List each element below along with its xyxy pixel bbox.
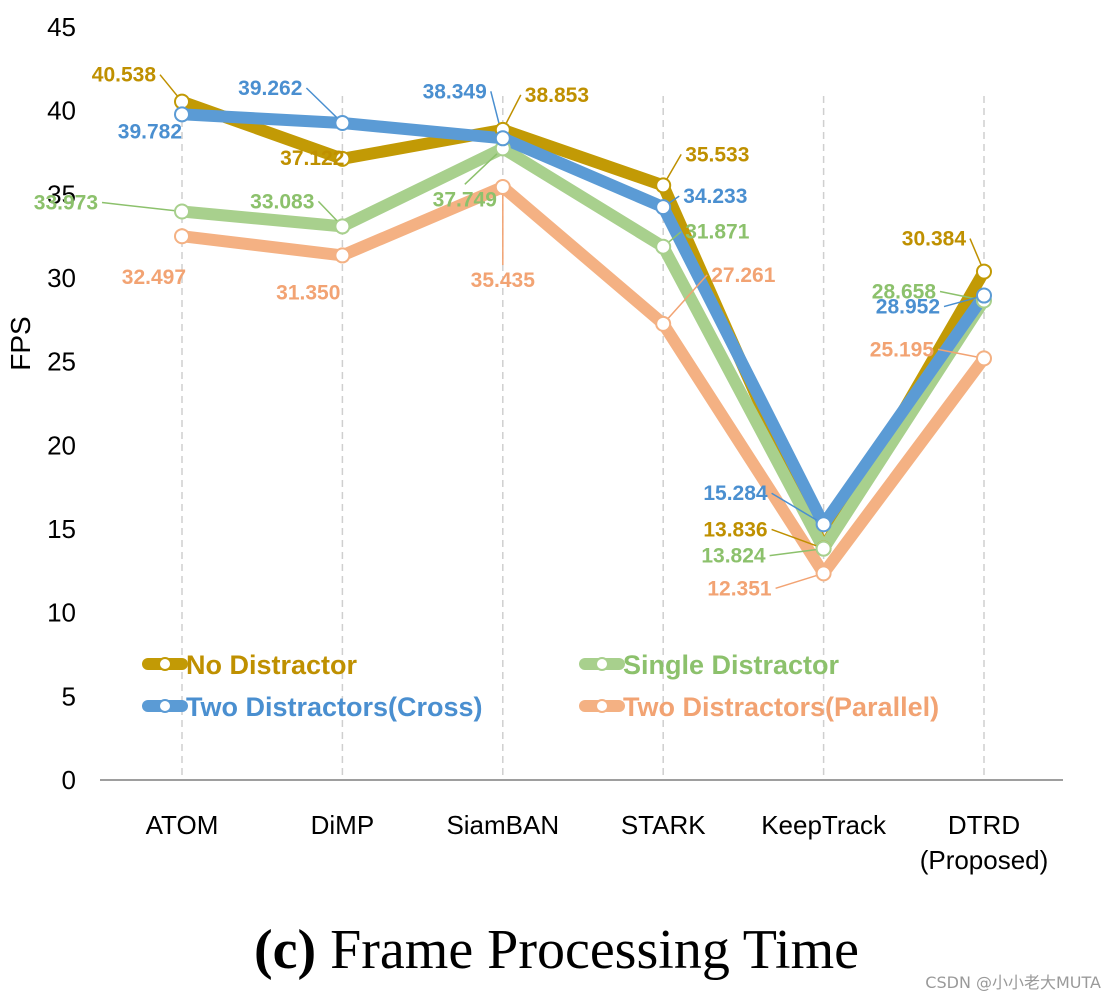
data-label-single-distractor: 31.871 [685,221,750,244]
leader-line-two-distractors-parallel [662,274,708,325]
legend-label-no-distractor: No Distractor [186,650,358,680]
data-label-two-distractors-parallel: 25.195 [870,338,935,361]
series-line-two-distractors-parallel [176,181,990,580]
leader-line-two-distractors-cross [305,87,343,124]
y-axis-label: FPS [5,316,36,370]
series-line-two-distractors-cross [176,108,990,531]
marker-two-distractors-parallel [815,565,832,582]
marker-single-distractor [815,540,832,557]
marker-single-distractor [655,238,672,255]
data-label-two-distractors-parallel: 12.351 [707,577,772,600]
series-markers [174,93,992,582]
axes: 0 5 10 15 20 25 30 35 40 45 FPS ATOM DiMP SiamBAN STAR… [5,12,1063,875]
y-tick-label: 35 [47,179,76,209]
legend-marker-single-distractor [595,657,609,671]
data-labels: 32.497 31.350 35.435 27.261 12.351 25.195 40.5… [34,64,967,601]
data-label-two-distractors-cross: 39.262 [238,77,302,100]
y-tick-label: 25 [47,347,76,377]
marker-no-distractor [334,150,351,167]
data-label-two-distractors-cross: 39.782 [118,120,182,143]
data-label-no-distractor: 37.122 [280,147,344,170]
marker-two-distractors-cross [815,516,832,533]
marker-two-distractors-parallel [334,247,351,264]
leader-line-no-distractor [771,528,824,550]
x-tick-label: DiMP [311,810,375,840]
data-label-two-distractors-cross: 28.952 [876,296,940,319]
x-tick-label: DTRD (Proposed) [920,810,1049,875]
marker-single-distractor [334,218,351,235]
data-label-single-distractor: 33.083 [250,190,314,213]
marker-two-distractors-cross [494,130,511,147]
data-label-single-distractor: 13.824 [701,545,766,568]
marker-two-distractors-cross [655,199,672,216]
data-label-single-distractor: 37.749 [433,188,497,211]
data-label-no-distractor: 38.853 [525,84,589,107]
data-label-two-distractors-cross: 34.233 [683,185,747,208]
legend-label-two-distractors-parallel: Two Distractors(Parallel) [623,692,939,722]
leader-line-two-distractors-parallel [775,572,824,590]
legend-marker-two-distractors-cross [158,699,172,713]
marker-two-distractors-parallel [174,228,190,245]
series-line-single-distractor [176,142,990,555]
data-label-no-distractor: 40.538 [92,64,157,87]
leader-line-single-distractor [464,147,504,185]
legend: No Distractor Single Distractor Two Distra… [142,650,939,722]
marker-no-distractor [655,177,672,194]
legend-marker-no-distractor [158,657,172,671]
watermark: CSDN @小小老大MUTA [925,973,1101,992]
y-tick-label: 5 [62,681,76,711]
fps-line-chart: 0 5 10 15 20 25 30 35 40 45 FPS ATOM DiMP SiamBAN STAR… [5,12,1063,875]
legend-label-single-distractor: Single Distractor [623,650,840,680]
leader-line-two-distractors-cross [771,492,824,525]
y-tick-label: 40 [47,96,76,126]
data-label-no-distractor: 13.836 [703,518,767,541]
y-tick-label: 0 [62,765,76,795]
x-tick-label: SiamBAN [446,810,559,840]
data-label-single-distractor: 33.973 [34,192,98,215]
leader-line-single-distractor [769,547,824,557]
x-tick-label: ATOM [146,810,219,840]
legend-marker-two-distractors-parallel [595,699,609,713]
marker-no-distractor [976,263,992,280]
y-tick-label: 45 [47,12,76,42]
marker-two-distractors-cross [976,287,992,304]
data-label-two-distractors-parallel: 35.435 [471,269,536,292]
y-tick-label: 15 [47,514,76,544]
marker-two-distractors-parallel [655,315,672,332]
data-label-single-distractor: 28.658 [872,280,937,303]
data-label-two-distractors-cross: 15.284 [703,482,768,505]
marker-two-distractors-cross [334,115,351,132]
x-tick-label: KeepTrack [761,810,887,840]
marker-two-distractors-parallel [494,179,511,196]
data-label-two-distractors-parallel: 31.350 [276,281,340,304]
legend-label-two-distractors-cross: Two Distractors(Cross) [186,692,483,722]
data-label-two-distractors-parallel: 27.261 [711,264,776,287]
leader-line-single-distractor [101,201,183,213]
data-label-no-distractor: 35.533 [685,143,749,166]
marker-two-distractors-parallel [976,350,992,367]
data-label-no-distractor: 30.384 [902,228,967,251]
y-tick-label: 30 [47,263,76,293]
series-lines [176,95,990,580]
marker-two-distractors-cross [174,106,190,123]
figure-caption: (c) Frame Processing Time [0,918,1113,982]
caption-text: Frame Processing Time [330,919,860,981]
y-tick-label: 10 [47,598,76,628]
data-label-two-distractors-cross: 38.349 [423,80,487,103]
marker-single-distractor [174,203,190,220]
data-label-two-distractors-parallel: 32.497 [122,266,186,289]
y-tick-label: 20 [47,430,76,460]
caption-prefix: (c) [253,919,317,981]
x-tick-label: STARK [621,810,706,840]
